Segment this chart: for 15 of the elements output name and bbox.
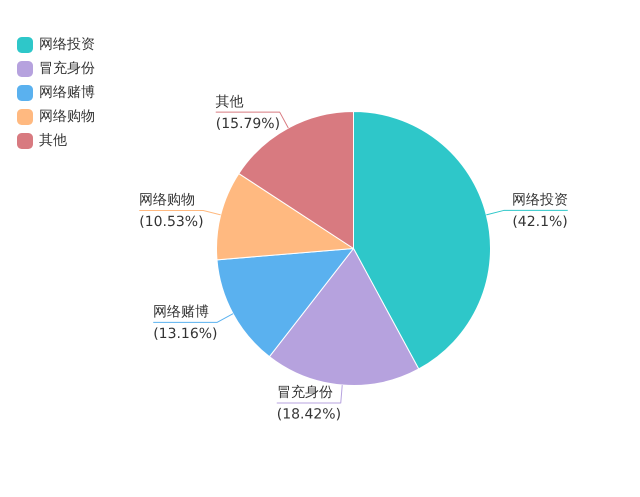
slice-label: 网络购物 xyxy=(139,192,196,208)
data-label: (10.53%) xyxy=(139,214,204,230)
slice-label: 其他 xyxy=(216,94,244,110)
slice-label: 冒充身份 xyxy=(276,384,333,401)
legend-label: 网络赌博 xyxy=(39,84,95,101)
legend-label: 网络投资 xyxy=(39,36,95,53)
data-label: (15.79%) xyxy=(216,116,280,132)
legend-label: 冒充身份 xyxy=(39,60,95,77)
legend-label: 其他 xyxy=(39,132,67,149)
data-label: (13.16%) xyxy=(153,326,218,342)
data-label: (18.42%) xyxy=(276,406,342,423)
slice-label: 网络赌博 xyxy=(153,304,210,320)
data-label: (42.1%) xyxy=(512,214,568,230)
legend-label: 网络购物 xyxy=(39,108,95,125)
slice-label: 网络投资 xyxy=(512,192,568,208)
